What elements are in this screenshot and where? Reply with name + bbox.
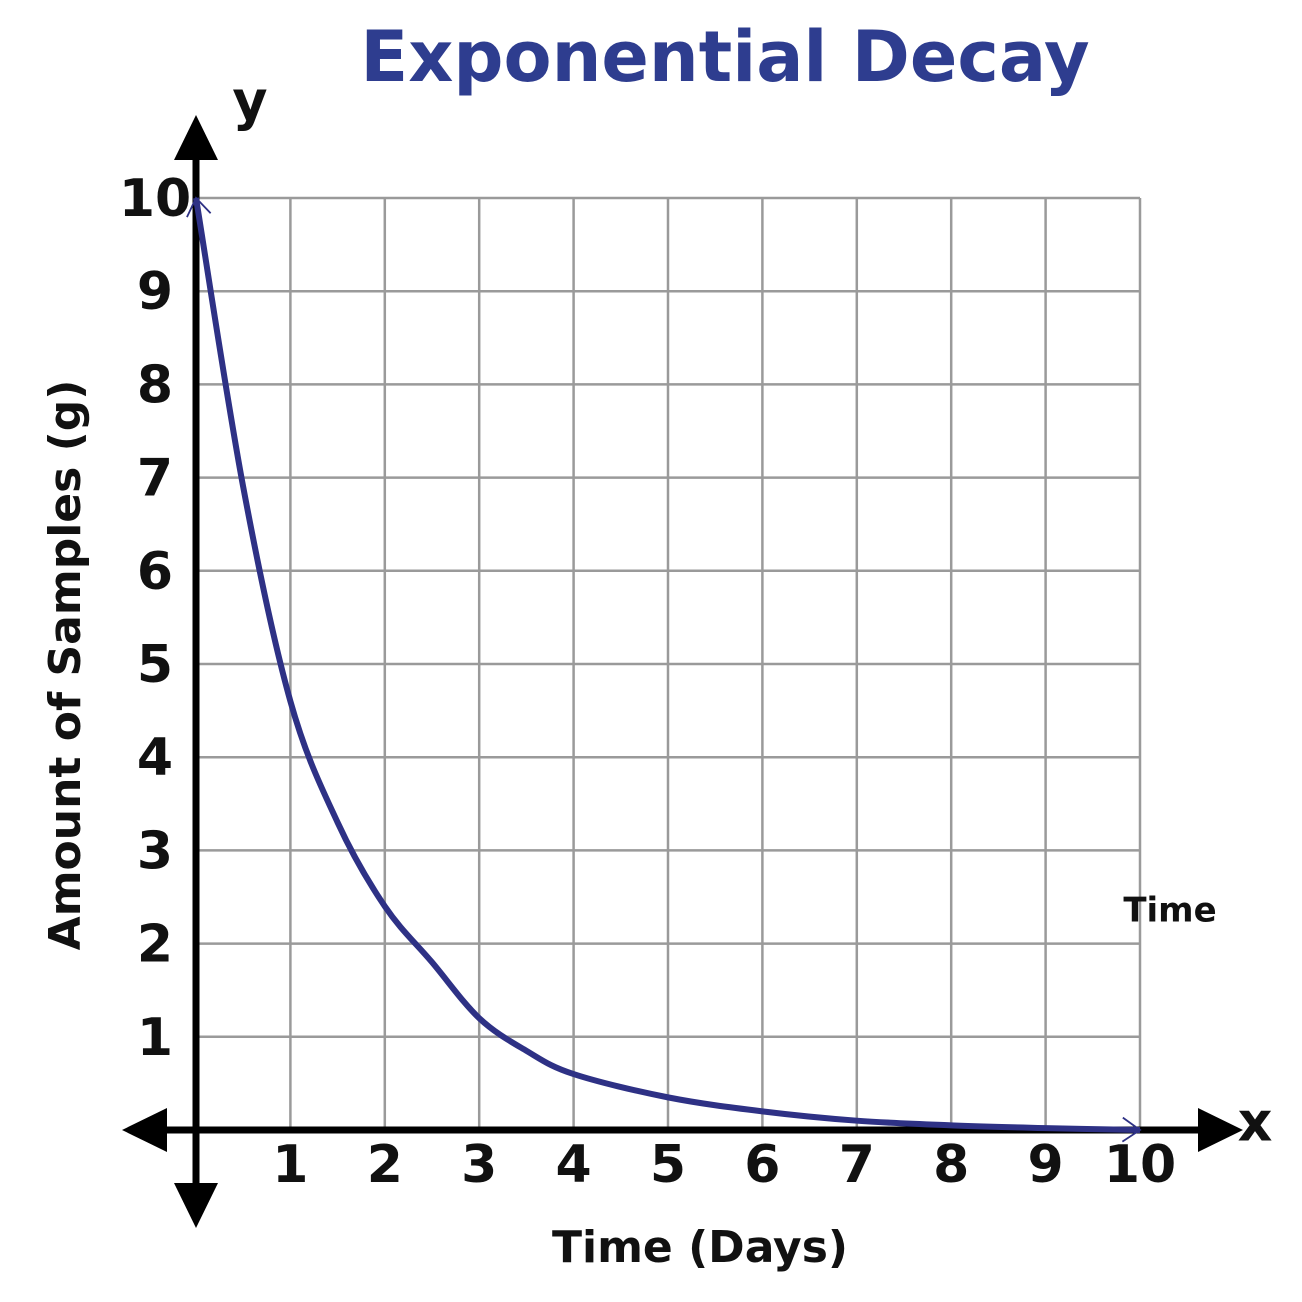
y-tick-label: 6: [137, 542, 173, 602]
y-tick-label: 10: [119, 169, 191, 229]
y-tick-label: 3: [137, 821, 173, 881]
x-arrow-left: [122, 1108, 167, 1152]
x-axis-label: Time (Days): [552, 1222, 848, 1273]
y-tick-label: 4: [137, 728, 173, 788]
x-axis-letter: x: [1238, 1091, 1273, 1154]
x-tick-label: 5: [650, 1135, 686, 1195]
y-tick-label: 7: [137, 449, 173, 509]
y-axis-label: Amount of Samples (g): [40, 380, 91, 951]
x-tick-label: 3: [461, 1135, 497, 1195]
grid: [196, 196, 1142, 1130]
x-tick-label: 9: [1028, 1135, 1064, 1195]
chart-title: Exponential Decay: [360, 16, 1089, 98]
x-tick-label: 6: [744, 1135, 780, 1195]
annotation: Time: [1123, 891, 1216, 931]
x-arrow-right: [1198, 1108, 1243, 1152]
x-tick-label: 7: [839, 1135, 875, 1195]
y-axis-letter: y: [232, 70, 267, 133]
y-tick-label: 9: [137, 262, 173, 322]
y-tick-label: 1: [137, 1008, 173, 1068]
x-tick-label: 8: [933, 1135, 969, 1195]
y-tick-label: 5: [137, 635, 173, 695]
y-tick-label: 2: [137, 915, 173, 975]
y-arrow-up: [174, 115, 218, 160]
y-arrow-down: [174, 1183, 218, 1228]
y-tick-label: 8: [137, 355, 173, 415]
x-tick-label: 1: [272, 1135, 308, 1195]
x-tick-label: 10: [1104, 1135, 1176, 1195]
x-tick-label: 2: [367, 1135, 403, 1195]
curve: [186, 196, 1142, 1143]
x-tick-label: 4: [556, 1135, 592, 1195]
